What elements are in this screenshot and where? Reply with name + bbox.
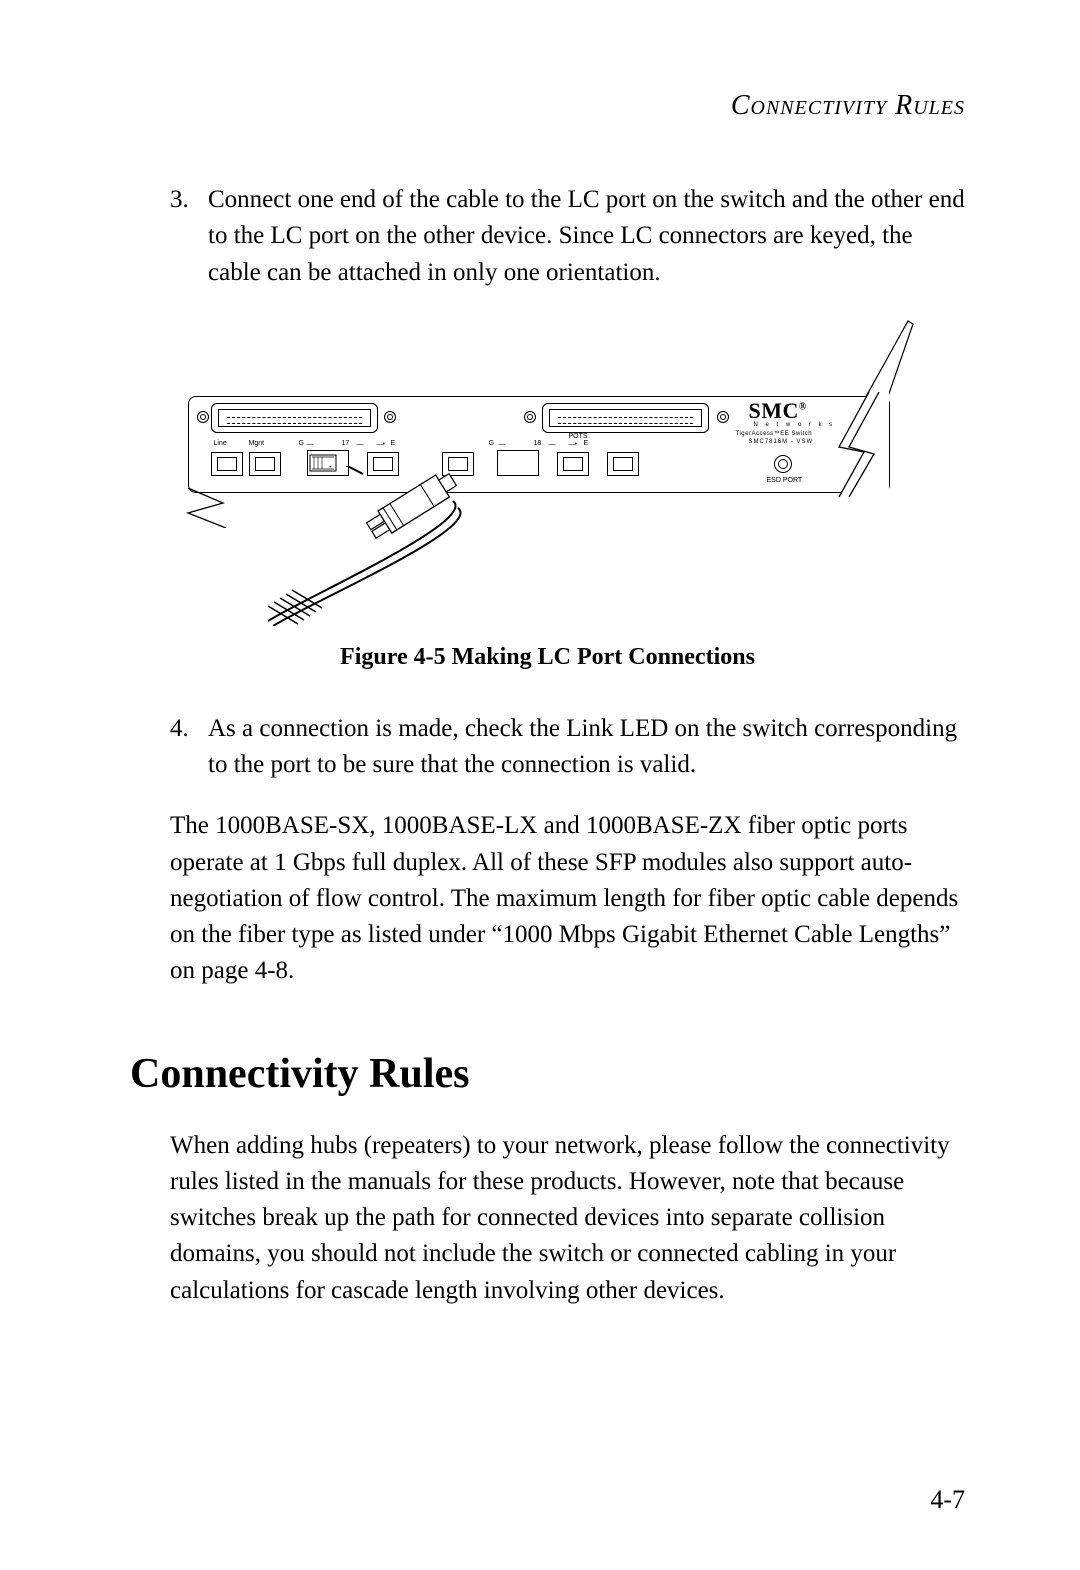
label-18: 18 bbox=[534, 440, 542, 447]
list-item-4: 4. As a connection is made, check the Li… bbox=[170, 711, 965, 784]
torn-edge-left-icon bbox=[178, 488, 228, 528]
page-number: 4-7 bbox=[930, 1485, 965, 1515]
section-body: When adding hubs (repeaters) to your net… bbox=[170, 1128, 965, 1309]
brand-subtitle: N e t w o r k s bbox=[754, 422, 836, 428]
label-mgnt: Mgnt bbox=[249, 440, 265, 447]
rj45-port-icon bbox=[211, 452, 243, 476]
connector-inner-icon bbox=[549, 409, 702, 427]
label-e2: E bbox=[584, 440, 589, 447]
figure: Line Mgnt G 17 E — — —• POTS G 18 E — — … bbox=[130, 316, 965, 671]
rj21-connector-left-icon bbox=[211, 403, 378, 433]
label-g: G bbox=[299, 440, 304, 447]
torn-edge-right-icon bbox=[834, 392, 894, 502]
label-line: Line bbox=[214, 440, 227, 447]
product-name: TigerAccess™EE Switch bbox=[736, 431, 813, 437]
list-item-3: 3. Connect one end of the cable to the L… bbox=[170, 182, 965, 291]
list-number-3: 3. bbox=[170, 182, 208, 291]
product-model: SMC7816M - VSW bbox=[749, 439, 814, 445]
list-number-4: 4. bbox=[170, 711, 208, 784]
screw-icon bbox=[197, 411, 209, 423]
label-g2: G bbox=[489, 440, 494, 447]
figure-caption: Figure 4-5 Making LC Port Connections bbox=[130, 644, 965, 671]
screw-icon bbox=[524, 411, 536, 423]
list-text-4: As a connection is made, check the Link … bbox=[208, 711, 965, 784]
label-pots: POTS bbox=[569, 433, 588, 440]
label-17: 17 bbox=[342, 440, 350, 447]
esd-port-icon bbox=[774, 455, 792, 473]
rj21-connector-right-icon bbox=[542, 403, 709, 433]
rj45-port-icon bbox=[607, 452, 639, 476]
screw-icon bbox=[717, 411, 729, 423]
page: Connectivity Rules 3. Connect one end of… bbox=[0, 0, 1080, 1570]
fiber-cable-icon bbox=[268, 466, 528, 626]
running-header-text: Connectivity Rules bbox=[731, 90, 965, 121]
connector-inner-icon bbox=[218, 409, 371, 427]
list-text-3: Connect one end of the cable to the LC p… bbox=[208, 182, 965, 291]
label-esd: ESD PORT bbox=[767, 477, 803, 484]
brand-logo: SMC® bbox=[749, 398, 807, 424]
screw-icon bbox=[384, 411, 396, 423]
switch-diagram: Line Mgnt G 17 E — — —• POTS G 18 E — — … bbox=[188, 316, 908, 616]
section-heading: Connectivity Rules bbox=[130, 1050, 965, 1098]
rj45-port-icon bbox=[557, 452, 589, 476]
running-header: Connectivity Rules bbox=[130, 90, 965, 122]
paragraph-fiber-spec: The 1000BASE-SX, 1000BASE-LX and 1000BAS… bbox=[170, 808, 965, 989]
label-e: E bbox=[391, 440, 396, 447]
